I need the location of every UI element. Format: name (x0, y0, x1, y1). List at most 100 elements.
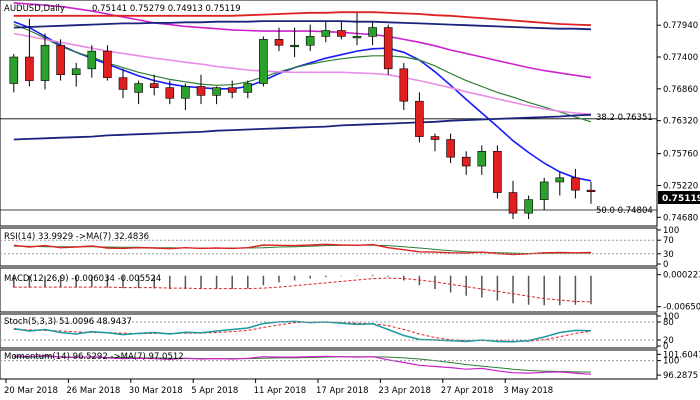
candle-body (181, 86, 190, 99)
ma-line-navy-trend (13, 113, 592, 141)
stoch-k-line (13, 320, 592, 343)
price-panel[interactable]: 0.77940 0.77400 0.76860 0.76320 0.75760 0.752… (0, 0, 700, 227)
candle-body (461, 156, 471, 167)
macd-axis: 0.000223 -0.006508 (657, 271, 700, 313)
date-tick-label: 23 Apr 2018 (378, 386, 431, 396)
axis-tick-label: 20 (663, 336, 674, 346)
stoch-label: Stoch(5,3,3) 51.0096 48.9437 (4, 317, 132, 327)
candle-body (368, 27, 377, 37)
candle-body (399, 68, 409, 102)
candle-body (446, 139, 455, 158)
candle (524, 195, 533, 220)
axis-tick-label: 101.6041 (663, 350, 700, 360)
candle (415, 92, 424, 143)
ma-line-navy (13, 20, 592, 31)
date-tick-label: 26 Mar 2018 (66, 386, 120, 396)
candle (40, 33, 50, 90)
ma-line-red (13, 11, 592, 27)
candle (508, 180, 518, 220)
candle-body (352, 36, 362, 39)
axis-tick-label: 100 (663, 226, 679, 236)
macd-label: MACD(12,26,9) -0.006034 -0.005524 (4, 274, 161, 284)
candle-body (9, 56, 19, 84)
candle-body (71, 68, 81, 76)
date-tick-label: 20 Mar 2018 (4, 386, 58, 396)
candle-body (165, 87, 175, 99)
candle (586, 181, 596, 204)
axis-tick-label: 0 (663, 260, 668, 270)
fib-382-label: 38.2 0.76351 (596, 113, 653, 123)
candle-body (118, 77, 128, 90)
candle (165, 80, 175, 105)
candle (337, 21, 346, 40)
candle-body (586, 189, 596, 192)
candle (555, 171, 565, 196)
candle (383, 24, 393, 75)
candle (430, 133, 440, 152)
candle-body (196, 86, 206, 96)
candle (290, 27, 299, 58)
candle-body (227, 87, 237, 93)
candle-body (571, 177, 580, 191)
date-tick-label: 17 Apr 2018 (316, 386, 369, 396)
candle (368, 21, 377, 46)
axis-tick-label: -0.006508 (663, 303, 700, 313)
axis-tick-label: 0 (663, 342, 668, 352)
candle-body (40, 44, 50, 81)
candle (321, 21, 331, 43)
date-tick-label: 30 Mar 2018 (129, 386, 183, 396)
candle-body (305, 36, 315, 46)
candle (259, 36, 268, 87)
candle-body (25, 56, 34, 81)
date-tick-label: 5 Apr 2018 (191, 386, 238, 396)
fib-50-label: 50.0 0.74804 (596, 206, 653, 216)
price-tick-label: 0.76860 (663, 85, 698, 95)
candle (9, 54, 19, 93)
date-tick-label: 11 Apr 2018 (254, 386, 307, 396)
candle-body (87, 50, 97, 70)
candle-body (243, 83, 253, 93)
candle-body (337, 30, 346, 37)
candle (274, 27, 284, 52)
chart-title: AUDUSD,Daily (4, 4, 65, 14)
date-axis: 20 Mar 2018 26 Mar 2018 30 Mar 2018 5 Apr 2… (4, 379, 553, 396)
candle-body (508, 192, 518, 214)
price-tick-label: 0.74680 (663, 213, 698, 223)
candle-body (383, 27, 393, 70)
axis-tick-label: 70 (663, 236, 674, 246)
candle (399, 62, 409, 111)
date-tick-label: 3 May 2018 (503, 386, 553, 396)
price-tick-label: 0.77940 (663, 21, 698, 31)
price-axis: 0.77940 0.77400 0.76860 0.76320 0.75760 0.752… (657, 21, 698, 223)
macd-signal-line (13, 277, 592, 303)
macd-panel[interactable]: 0.000223 -0.006508 MACD(12,26,9) -0.00603… (0, 267, 700, 313)
current-price-label: 0.75119 (662, 194, 700, 204)
candle-body (149, 83, 159, 88)
candle-body (56, 44, 65, 76)
axis-tick-label: 30 (663, 250, 674, 260)
candle-body (539, 181, 549, 200)
candle (181, 83, 190, 111)
candle-body (524, 199, 533, 214)
candle (71, 62, 81, 87)
candle-body (134, 83, 143, 93)
candle (87, 45, 97, 78)
candle (56, 39, 65, 81)
candle (196, 74, 206, 105)
candle (243, 80, 253, 99)
rsi-line (13, 243, 592, 256)
date-tick-label: 27 Apr 2018 (441, 386, 494, 396)
candle (25, 18, 34, 87)
candle-body (415, 100, 424, 137)
candle (477, 145, 487, 175)
candle (446, 133, 455, 164)
momentum-label: Momentum(14) 96.5292 ->MA(7) 97.0512 (4, 352, 184, 362)
price-tick-label: 0.75760 (663, 150, 698, 160)
